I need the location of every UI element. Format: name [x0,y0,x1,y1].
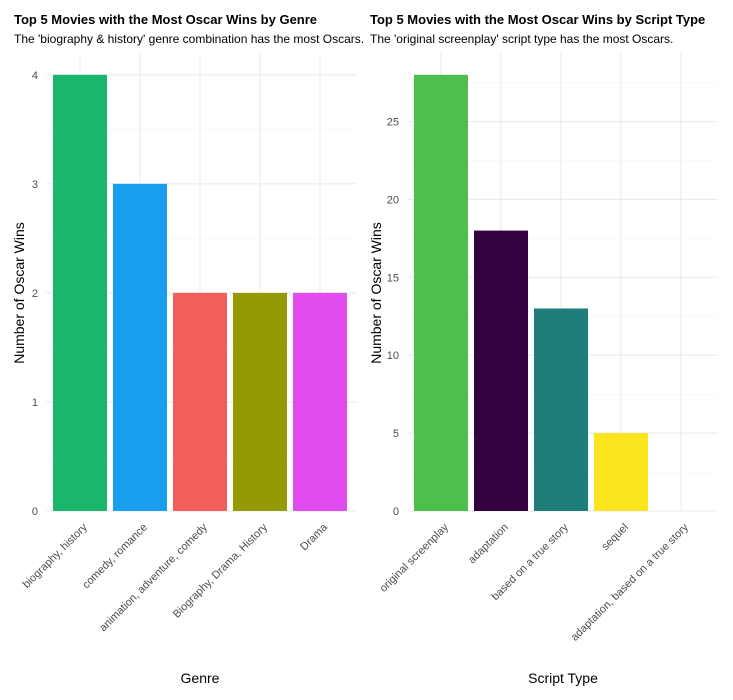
x-tick-label: sequel [600,521,631,552]
x-tick-label: comedy, romance [80,521,150,591]
chart-1-x-axis-title: Genre [181,670,220,686]
y-tick-label: 0 [393,506,399,518]
chart-2-title: Top 5 Movies with the Most Oscar Wins by… [370,12,705,27]
x-tick-label: original screenplay [378,521,452,595]
bar [113,183,167,511]
y-tick-label: 2 [32,288,38,300]
y-tick-label: 15 [387,272,399,284]
chart-1-title: Top 5 Movies with the Most Oscar Wins by… [14,12,317,27]
x-tick-label: adaptation, based on a true story [569,521,692,644]
x-tick-label: adaptation [466,521,511,566]
y-tick-label: 3 [32,179,38,191]
y-tick-label: 25 [387,117,399,129]
x-tick-label: Drama [298,521,330,553]
chart-2-subtitle: The 'original screenplay' script type ha… [370,32,673,46]
chart-1-subtitle: The 'biography & history' genre combinat… [14,32,364,46]
y-tick-label: 1 [32,397,38,409]
bar [53,74,107,512]
y-tick-label: 5 [393,428,399,440]
bar [414,74,468,512]
x-tick-label: biography, history [21,521,91,591]
chart-1-y-axis-title: Number of Oscar Wins [11,222,27,364]
bar [534,308,588,511]
y-tick-label: 20 [387,194,399,206]
bar [293,292,347,511]
bar [474,230,528,511]
bar [233,292,287,511]
x-tick-label: animation, adventure, comedy [97,521,210,634]
bar [173,292,227,511]
y-tick-label: 4 [32,70,38,82]
chart-2-y-axis-title: Number of Oscar Wins [368,222,384,364]
chart-2-x-axis-title: Script Type [528,670,598,686]
y-tick-label: 0 [32,506,38,518]
bar [594,433,648,511]
y-tick-label: 10 [387,350,399,362]
